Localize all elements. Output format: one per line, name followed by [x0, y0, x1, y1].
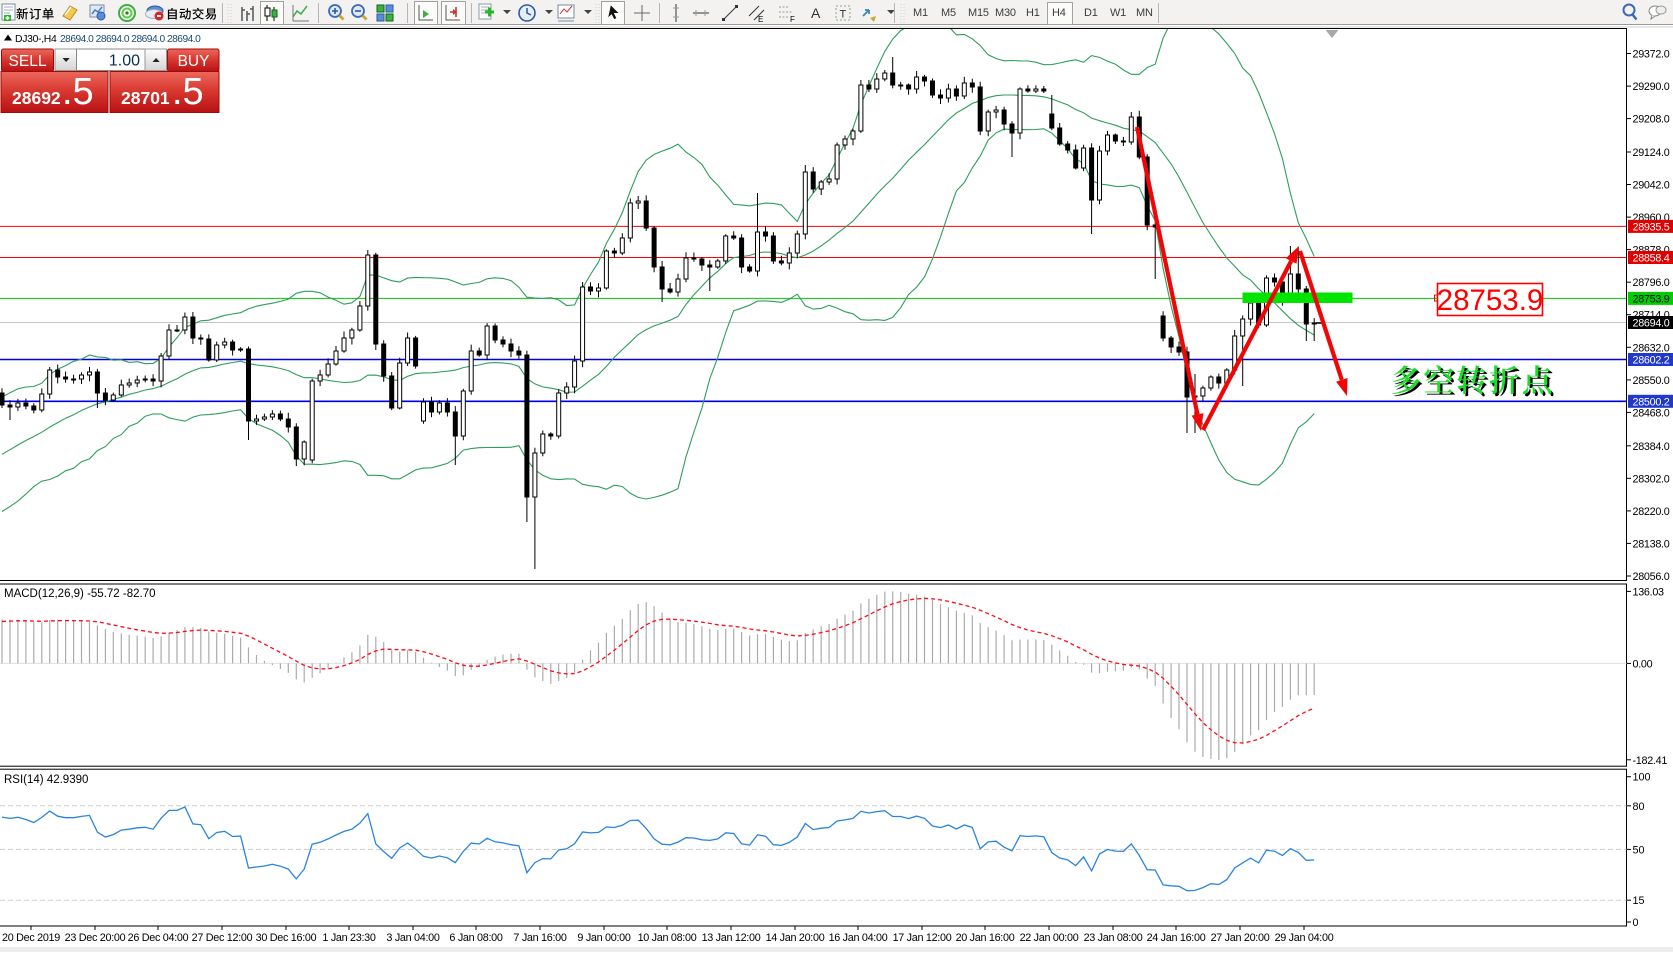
svg-text:28796.0: 28796.0 — [1633, 277, 1670, 289]
svg-text:3 Jan 04:00: 3 Jan 04:00 — [386, 932, 439, 944]
svg-text:28694.0 28694.0 28694.0 28694.: 28694.0 28694.0 28694.0 28694.0 — [60, 34, 201, 45]
svg-text:BUY: BUY — [178, 53, 210, 70]
svg-text:28858.4: 28858.4 — [1633, 253, 1670, 265]
svg-text:28632.0: 28632.0 — [1633, 342, 1670, 354]
svg-text:-182.41: -182.41 — [1633, 755, 1668, 767]
svg-text:26 Dec 04:00: 26 Dec 04:00 — [128, 932, 189, 944]
svg-text:28692: 28692 — [12, 88, 61, 108]
svg-text:.5: .5 — [172, 71, 204, 113]
svg-text:RSI(14) 42.9390: RSI(14) 42.9390 — [4, 774, 88, 786]
svg-text:29124.0: 29124.0 — [1633, 147, 1670, 159]
svg-text:7 Jan 16:00: 7 Jan 16:00 — [513, 932, 566, 944]
svg-text:28935.5: 28935.5 — [1633, 221, 1670, 233]
svg-text:T: T — [840, 9, 847, 21]
svg-text:0.00: 0.00 — [1633, 658, 1653, 670]
svg-text:10 Jan 08:00: 10 Jan 08:00 — [638, 932, 697, 944]
svg-text:15: 15 — [1633, 895, 1645, 907]
svg-text:.5: .5 — [62, 71, 94, 113]
svg-text:A: A — [811, 5, 821, 21]
svg-text:20 Jan 16:00: 20 Jan 16:00 — [956, 932, 1015, 944]
svg-text:29290.0: 29290.0 — [1633, 81, 1670, 93]
svg-text:30 Dec 16:00: 30 Dec 16:00 — [256, 932, 317, 944]
svg-text:100: 100 — [1633, 772, 1651, 784]
svg-text:14 Jan 20:00: 14 Jan 20:00 — [766, 932, 825, 944]
svg-text:28220.0: 28220.0 — [1633, 506, 1670, 518]
svg-text:9 Jan 00:00: 9 Jan 00:00 — [577, 932, 630, 944]
svg-text:24 Jan 16:00: 24 Jan 16:00 — [1147, 932, 1206, 944]
svg-text:F: F — [790, 15, 795, 24]
svg-text:27 Dec 12:00: 27 Dec 12:00 — [192, 932, 253, 944]
svg-text:SELL: SELL — [9, 53, 47, 70]
svg-text:28602.2: 28602.2 — [1633, 355, 1670, 367]
svg-text:20 Dec 2019: 20 Dec 2019 — [2, 932, 60, 944]
svg-text:1 Jan 23:30: 1 Jan 23:30 — [322, 932, 375, 944]
svg-text:28302.0: 28302.0 — [1633, 473, 1670, 485]
svg-text:28500.2: 28500.2 — [1633, 396, 1670, 408]
svg-text:80: 80 — [1633, 801, 1645, 813]
svg-text:28701: 28701 — [121, 88, 170, 108]
svg-text:28056.0: 28056.0 — [1633, 571, 1670, 583]
svg-text:50: 50 — [1633, 844, 1645, 856]
svg-text:29 Jan 04:00: 29 Jan 04:00 — [1275, 932, 1334, 944]
svg-text:28694.0: 28694.0 — [1633, 318, 1670, 330]
svg-text:23 Jan 08:00: 23 Jan 08:00 — [1084, 932, 1143, 944]
svg-text:136.03: 136.03 — [1633, 586, 1665, 598]
svg-text:28550.0: 28550.0 — [1633, 375, 1670, 387]
svg-text:16 Jan 04:00: 16 Jan 04:00 — [829, 932, 888, 944]
svg-text:1.00: 1.00 — [109, 53, 140, 70]
svg-text:23 Dec 20:00: 23 Dec 20:00 — [65, 932, 126, 944]
svg-text:13 Jan 12:00: 13 Jan 12:00 — [702, 932, 761, 944]
svg-text:28753.9: 28753.9 — [1437, 284, 1544, 317]
svg-text:28753.9: 28753.9 — [1633, 293, 1670, 305]
svg-text:27 Jan 20:00: 27 Jan 20:00 — [1211, 932, 1270, 944]
svg-text:29208.0: 29208.0 — [1633, 114, 1670, 126]
svg-text:E: E — [758, 15, 763, 24]
svg-text:DJ30-,H4: DJ30-,H4 — [15, 34, 57, 45]
svg-text:17 Jan 12:00: 17 Jan 12:00 — [893, 932, 952, 944]
svg-text:28138.0: 28138.0 — [1633, 538, 1670, 550]
svg-text:22 Jan 00:00: 22 Jan 00:00 — [1020, 932, 1079, 944]
svg-text:29372.0: 29372.0 — [1633, 49, 1670, 61]
svg-text:28384.0: 28384.0 — [1633, 441, 1670, 453]
svg-text:6 Jan 08:00: 6 Jan 08:00 — [449, 932, 502, 944]
svg-text:MACD(12,26,9) -55.72 -82.70: MACD(12,26,9) -55.72 -82.70 — [4, 588, 156, 600]
svg-text:28468.0: 28468.0 — [1633, 407, 1670, 419]
svg-text:0: 0 — [1633, 917, 1639, 929]
svg-text:29042.0: 29042.0 — [1633, 180, 1670, 192]
